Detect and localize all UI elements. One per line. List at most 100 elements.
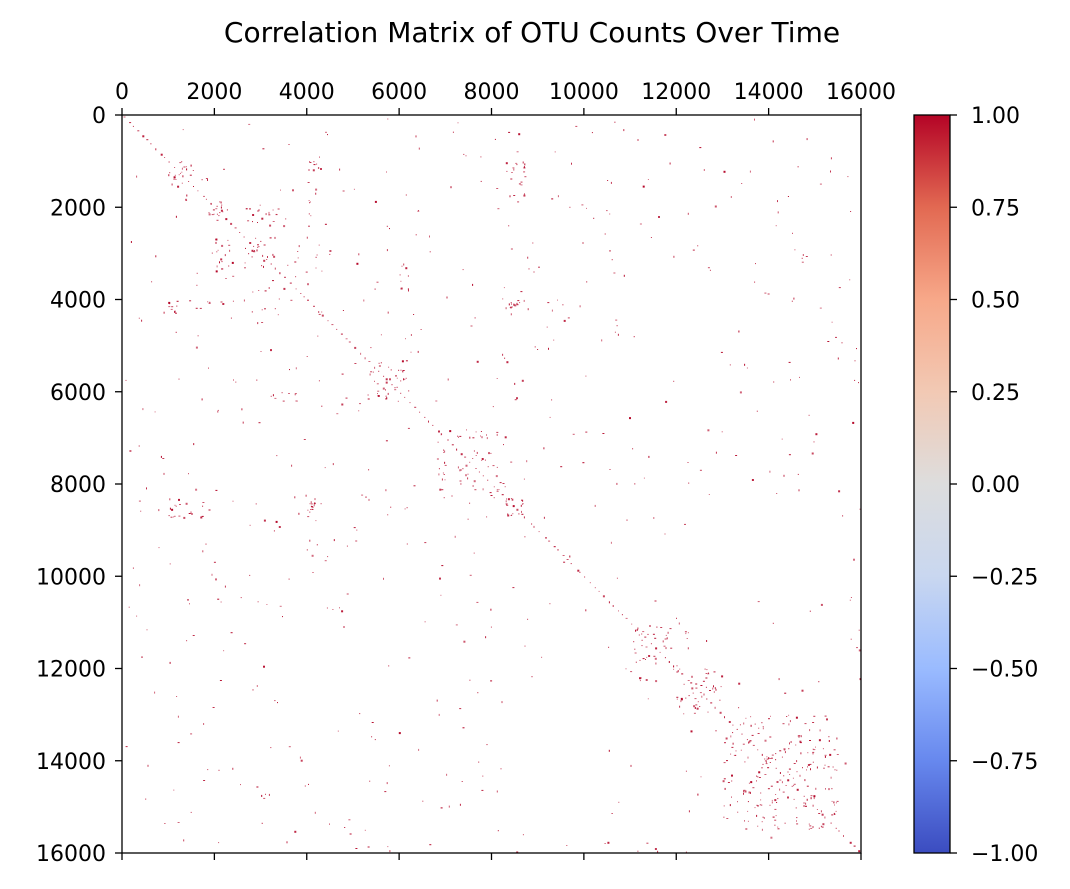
correlation-cell [852, 421, 855, 424]
correlation-cell [241, 408, 243, 411]
correlation-cell [258, 290, 260, 291]
correlation-cell [263, 797, 266, 799]
correlation-cell [680, 700, 682, 703]
correlation-cell [772, 140, 774, 143]
correlation-cell [136, 615, 138, 617]
correlation-cell [853, 845, 856, 847]
correlation-cell [512, 587, 515, 589]
correlation-cell [277, 314, 279, 316]
colorbar-tick-label: −0.75 [971, 750, 1038, 775]
correlation-cell [329, 250, 332, 252]
correlation-cell [380, 334, 382, 336]
correlation-cell [451, 495, 453, 497]
correlation-cell [278, 298, 280, 300]
correlation-cell [616, 325, 618, 327]
correlation-cell [527, 256, 529, 259]
correlation-cell [272, 209, 274, 211]
correlation-cell [707, 673, 710, 675]
correlation-cell [274, 236, 276, 239]
correlation-cell [182, 175, 184, 178]
correlation-cell [749, 740, 751, 743]
correlation-cell [762, 727, 764, 730]
correlation-cell [776, 781, 779, 783]
correlation-cell [623, 274, 625, 277]
correlation-cell [693, 705, 696, 708]
correlation-cell [634, 652, 637, 654]
correlation-cell [585, 431, 588, 433]
correlation-cell [500, 768, 502, 770]
correlation-cell [531, 523, 533, 525]
correlation-cell [174, 167, 176, 168]
correlation-cell [390, 369, 392, 371]
correlation-cell [186, 640, 188, 642]
correlation-cell [518, 183, 521, 185]
correlation-cell [726, 760, 728, 762]
correlation-cell [803, 805, 806, 807]
correlation-cell [683, 713, 685, 715]
correlation-cell [770, 836, 773, 839]
correlation-cell [608, 749, 610, 752]
correlation-cell [757, 805, 759, 807]
correlation-cell [714, 205, 717, 208]
correlation-cell [830, 254, 832, 256]
heatmap-cells [123, 116, 861, 853]
correlation-cell [320, 168, 322, 170]
correlation-cell [327, 556, 329, 558]
correlation-cell [215, 489, 218, 491]
correlation-cell [757, 733, 760, 734]
correlation-cell [699, 692, 702, 694]
correlation-cell [344, 827, 346, 828]
correlation-cell [639, 659, 641, 661]
correlation-cell [403, 263, 405, 266]
correlation-cell [300, 759, 303, 762]
correlation-cell [446, 296, 448, 299]
correlation-cell [315, 192, 317, 195]
correlation-cell [208, 302, 211, 304]
correlation-cell [336, 413, 339, 415]
correlation-cell [719, 711, 722, 714]
correlation-cell [612, 605, 614, 607]
correlation-cell [764, 774, 767, 775]
correlation-cell [432, 424, 434, 426]
correlation-cell [490, 608, 492, 611]
correlation-cell [511, 303, 512, 305]
correlation-cell [819, 729, 821, 732]
correlation-cell [397, 400, 399, 402]
correlation-cell [201, 398, 203, 401]
correlation-cell [512, 513, 514, 515]
correlation-cell [424, 416, 426, 418]
correlation-cell [744, 363, 746, 366]
correlation-cell [316, 544, 318, 546]
correlation-cell [720, 351, 723, 353]
correlation-cell [563, 319, 566, 322]
correlation-cell [781, 781, 783, 784]
correlation-cell [788, 454, 791, 456]
correlation-cell [517, 201, 520, 203]
correlation-cell [215, 270, 218, 273]
correlation-cell [150, 143, 152, 145]
correlation-cell [653, 517, 655, 519]
correlation-cell [138, 317, 140, 319]
correlation-cell [496, 433, 498, 436]
correlation-cell [579, 571, 581, 573]
correlation-cell [797, 166, 799, 168]
correlation-cell [176, 696, 178, 697]
correlation-cell [386, 397, 388, 399]
correlation-cell [213, 213, 215, 215]
correlation-cell [700, 685, 703, 686]
correlation-cell [329, 823, 330, 825]
correlation-cell [617, 333, 619, 336]
correlation-cell [541, 656, 543, 658]
y-tick-label: 14000 [36, 750, 106, 775]
correlation-cell [572, 433, 575, 435]
correlation-cell [858, 850, 861, 853]
correlation-cell [295, 400, 298, 402]
correlation-cell [735, 754, 737, 756]
correlation-cell [799, 742, 802, 744]
correlation-cell [227, 239, 229, 241]
correlation-cell [487, 479, 489, 481]
correlation-cell [404, 396, 406, 398]
correlation-cell [374, 200, 377, 203]
correlation-cell [781, 756, 783, 758]
colorbar-tick-label: 0.75 [971, 196, 1020, 221]
